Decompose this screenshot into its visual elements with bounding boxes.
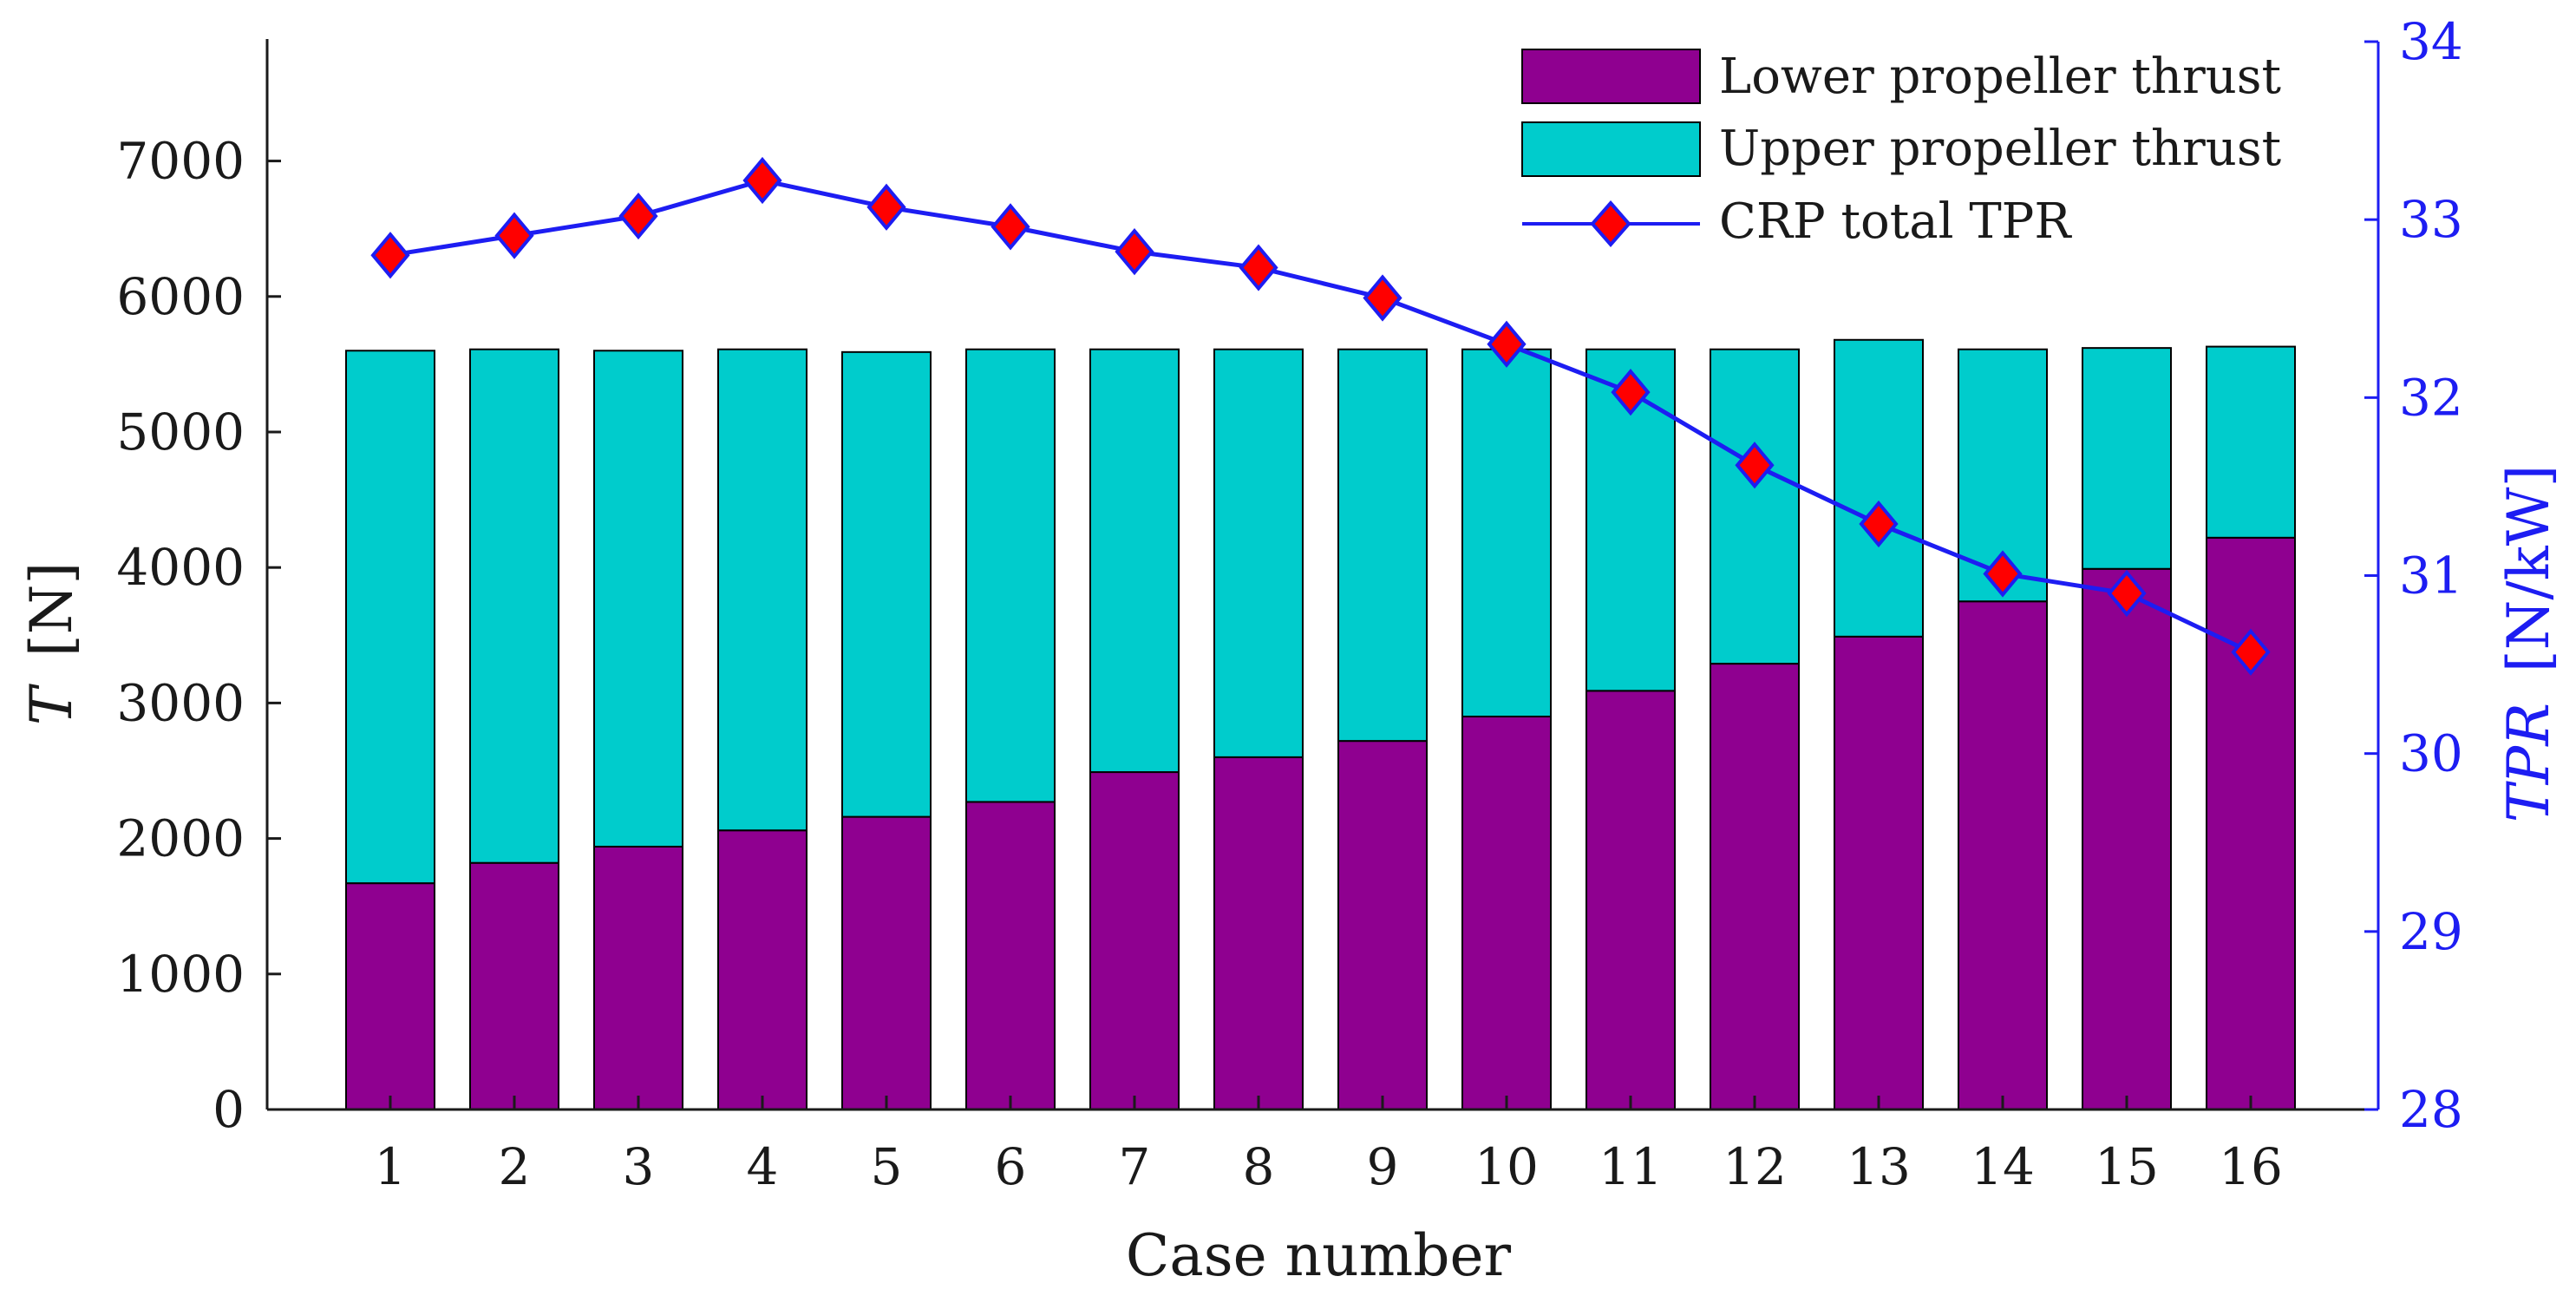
y2-tick-label: 29: [2399, 902, 2463, 961]
y-tick-label: 5000: [116, 403, 245, 461]
y-tick-label: 7000: [116, 132, 245, 191]
tpr-point-10: [1487, 320, 1527, 368]
x-axis-title: Case number: [1126, 1222, 1512, 1289]
x-tick-label: 9: [1367, 1137, 1399, 1196]
legend-label-upper: Upper propeller thrust: [1719, 121, 2282, 177]
bar-lower-7: [1089, 771, 1180, 1111]
bar-lower-13: [1834, 635, 1924, 1110]
tpr-point-16: [2231, 628, 2271, 676]
x-tick-label: 6: [995, 1137, 1027, 1196]
bar-lower-9: [1337, 740, 1428, 1110]
bar-upper-1: [345, 350, 435, 885]
y2-tick-label: 28: [2399, 1080, 2463, 1139]
y2-axis-title-unit: [N/kW]: [2495, 465, 2562, 672]
x-tick-label: 14: [1971, 1137, 2035, 1196]
y-axis-title-unit: [N]: [18, 562, 85, 657]
bar-upper-3: [593, 350, 683, 848]
tpr-point-4: [742, 156, 782, 205]
y2-tick-label: 34: [2399, 12, 2463, 71]
y-tick-label: 2000: [116, 809, 245, 868]
tpr-point-1: [370, 232, 410, 279]
bar-upper-2: [469, 348, 559, 864]
bar-lower-11: [1585, 690, 1676, 1110]
bar-lower-16: [2206, 536, 2296, 1110]
y-tick-label: 3000: [116, 673, 245, 732]
x-tick-label: 4: [747, 1137, 779, 1196]
bar-upper-16: [2206, 345, 2296, 539]
y-tick-label: 4000: [116, 538, 245, 597]
bar-upper-15: [2082, 347, 2172, 570]
bar-upper-9: [1337, 348, 1428, 743]
bar-lower-6: [965, 801, 1056, 1110]
bar-upper-12: [1710, 348, 1800, 665]
tpr-point-11: [1611, 369, 1651, 416]
x-tick-label: 1: [375, 1137, 407, 1196]
bar-lower-12: [1710, 663, 1800, 1110]
tpr-point-15: [2107, 569, 2147, 618]
x-tick-label: 2: [499, 1137, 531, 1196]
bar-upper-6: [965, 348, 1056, 803]
x-tick-label: 8: [1243, 1137, 1275, 1196]
bar-lower-15: [2082, 567, 2172, 1110]
legend-label-tpr: CRP total TPR: [1719, 193, 2072, 250]
bar-lower-5: [841, 815, 932, 1110]
x-tick-label: 15: [2095, 1137, 2159, 1196]
ticks-layer: 0100020003000400050006000700028293031323…: [116, 12, 2462, 1196]
y2-tick-label: 31: [2399, 547, 2463, 605]
y2-axis-title: TPR [N/kW]: [2495, 465, 2562, 822]
tpr-point-2: [494, 212, 534, 259]
legend-swatch-upper: [1521, 121, 1701, 177]
legend-marker-tpr: [1590, 200, 1631, 248]
legend-label-lower: Lower propeller thrust: [1719, 49, 2282, 105]
y-axis-title: T [N]: [18, 562, 85, 725]
x-tick-label: 16: [2219, 1137, 2283, 1196]
y-axis-title-symbol: T: [18, 683, 85, 725]
bar-upper-13: [1834, 338, 1924, 638]
y2-tick-label: 30: [2399, 724, 2463, 783]
tpr-point-3: [618, 192, 658, 240]
x-tick-label: 11: [1599, 1137, 1663, 1196]
tpr-point-12: [1735, 442, 1775, 489]
bar-lower-2: [469, 861, 559, 1110]
x-tick-label: 7: [1119, 1137, 1151, 1196]
y-tick-label: 1000: [116, 945, 245, 1004]
bar-lower-10: [1461, 716, 1552, 1110]
legend: Lower propeller thrust Upper propeller t…: [1514, 16, 2290, 263]
y-tick-label: 6000: [116, 267, 245, 326]
x-tick-label: 12: [1723, 1137, 1787, 1196]
y2-tick-label: 33: [2399, 190, 2463, 249]
y2-axis-title-symbol: TPR: [2495, 703, 2562, 822]
bar-lower-8: [1213, 756, 1304, 1110]
y-tick-label: 0: [212, 1080, 245, 1139]
bar-upper-4: [717, 348, 807, 832]
bar-upper-5: [841, 350, 932, 818]
bar-upper-10: [1461, 348, 1552, 718]
x-tick-label: 5: [871, 1137, 903, 1196]
x-tick-label: 10: [1474, 1137, 1539, 1196]
tpr-series-line: [389, 178, 2252, 654]
bar-lower-1: [345, 882, 435, 1110]
bar-upper-7: [1089, 348, 1180, 774]
bars-layer: [345, 338, 2296, 1111]
legend-swatch-lower: [1521, 49, 1701, 104]
x-tick-label: 3: [623, 1137, 655, 1196]
tpr-point-13: [1859, 500, 1899, 548]
tpr-line-layer: [370, 156, 2271, 676]
bar-upper-8: [1213, 348, 1304, 758]
y2-tick-label: 32: [2399, 368, 2463, 427]
bar-lower-3: [593, 845, 683, 1110]
bar-lower-4: [717, 829, 807, 1110]
tpr-point-5: [866, 183, 906, 231]
tpr-point-6: [991, 203, 1030, 251]
tpr-point-14: [1983, 550, 2023, 598]
tpr-point-9: [1363, 274, 1402, 322]
tpr-point-8: [1239, 244, 1278, 291]
x-tick-label: 13: [1847, 1137, 1911, 1196]
tpr-point-7: [1115, 227, 1154, 276]
bar-lower-14: [1958, 600, 2048, 1110]
